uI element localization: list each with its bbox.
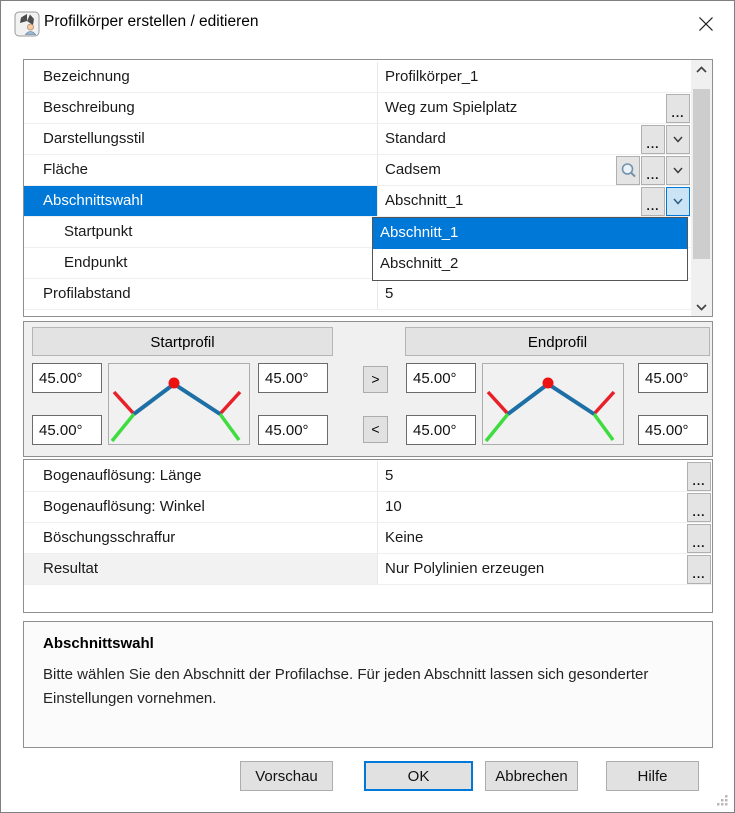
dropdown-item[interactable]: Abschnitt_2 xyxy=(380,255,459,272)
start-angle-bottom-right[interactable] xyxy=(258,415,328,445)
ellipsis-button[interactable]: ... xyxy=(641,155,665,185)
row-value[interactable]: 5 xyxy=(385,467,394,484)
options-grid: Bogenauflösung: Länge 5 ... Bogenauflösu… xyxy=(23,459,713,613)
row-value[interactable]: Standard xyxy=(385,130,446,147)
ellipsis-button[interactable]: ... xyxy=(641,186,665,216)
property-grid: Bezeichnung Profilkörper_1 Beschreibung … xyxy=(23,59,713,317)
scroll-up-icon[interactable] xyxy=(691,60,712,79)
ellipsis-button[interactable]: ... xyxy=(666,93,690,123)
ellipsis-button[interactable]: ... xyxy=(687,492,711,522)
row-label[interactable]: Bezeichnung xyxy=(24,62,378,92)
startprofil-header-button[interactable]: Startprofil xyxy=(32,327,333,356)
start-angle-bottom-left[interactable] xyxy=(32,415,102,445)
vorschau-button[interactable]: Vorschau xyxy=(240,761,333,791)
end-angle-top-right[interactable] xyxy=(638,363,708,393)
row-value[interactable]: Weg zum Spielplatz xyxy=(385,99,518,116)
row-beschreibung: Beschreibung Weg zum Spielplatz ... xyxy=(24,93,691,124)
row-value[interactable]: 10 xyxy=(385,498,402,515)
ok-button[interactable]: OK xyxy=(364,761,473,791)
dropdown-list: Abschnitt_1 Abschnitt_2 xyxy=(372,217,688,281)
end-profile-preview xyxy=(482,363,624,445)
ellipsis-button[interactable]: ... xyxy=(687,523,711,553)
scrollbar-thumb[interactable] xyxy=(693,89,710,259)
row-bogenaufloesung-laenge: Bogenauflösung: Länge 5 ... xyxy=(24,461,712,492)
close-icon[interactable] xyxy=(695,13,717,35)
row-profilabstand: Profilabstand 5 xyxy=(24,279,691,310)
dropdown-item-selected[interactable]: Abschnitt_1 xyxy=(373,218,687,249)
scroll-down-icon[interactable] xyxy=(691,297,712,316)
help-title: Abschnittswahl xyxy=(43,635,154,652)
ellipsis-button[interactable]: ... xyxy=(687,461,711,491)
endprofil-header-button[interactable]: Endprofil xyxy=(405,327,710,356)
start-angle-top-left[interactable] xyxy=(32,363,102,393)
start-profile-preview xyxy=(108,363,250,445)
row-label[interactable]: Profilabstand xyxy=(24,279,378,309)
app-icon xyxy=(14,11,40,37)
ellipsis-button[interactable]: ... xyxy=(687,554,711,584)
row-label[interactable]: Resultat xyxy=(24,554,378,584)
copy-left-button[interactable]: < xyxy=(363,416,388,443)
row-label[interactable]: Abschnittswahl xyxy=(24,186,378,216)
help-panel: Abschnittswahl Bitte wählen Sie den Absc… xyxy=(23,621,713,748)
resize-grip[interactable] xyxy=(716,794,729,807)
row-value[interactable]: Abschnitt_1 xyxy=(385,192,464,209)
row-label[interactable]: Fläche xyxy=(24,155,378,185)
chevron-down-icon[interactable] xyxy=(666,155,690,185)
row-label[interactable]: Darstellungsstil xyxy=(24,124,378,154)
vertical-scrollbar[interactable] xyxy=(691,60,712,316)
row-flaeche: Fläche Cadsem ... xyxy=(24,155,691,186)
row-value[interactable]: Cadsem xyxy=(385,161,441,178)
chevron-down-icon[interactable] xyxy=(666,124,690,154)
hilfe-button[interactable]: Hilfe xyxy=(606,761,699,791)
row-value[interactable]: 5 xyxy=(385,285,394,302)
search-icon[interactable] xyxy=(616,155,640,185)
row-bogenaufloesung-winkel: Bogenauflösung: Winkel 10 ... xyxy=(24,492,712,523)
row-label[interactable]: Bogenauflösung: Länge xyxy=(24,461,378,491)
profiles-panel: Startprofil Endprofil > < xyxy=(23,321,713,457)
row-resultat: Resultat Nur Polylinien erzeugen ... xyxy=(24,554,712,585)
end-angle-top-left[interactable] xyxy=(406,363,476,393)
row-label[interactable]: Bogenauflösung: Winkel xyxy=(24,492,378,522)
help-text: Bitte wählen Sie den Abschnitt der Profi… xyxy=(43,666,649,707)
row-value[interactable]: Nur Polylinien erzeugen xyxy=(385,560,545,577)
row-boeschungsschraffur: Böschungsschraffur Keine ... xyxy=(24,523,712,554)
row-value[interactable]: Profilkörper_1 xyxy=(385,68,479,85)
dialog-title: Profilkörper erstellen / editieren xyxy=(44,13,259,30)
chevron-down-icon[interactable] xyxy=(666,186,690,216)
start-angle-top-right[interactable] xyxy=(258,363,328,393)
abbrechen-button[interactable]: Abbrechen xyxy=(485,761,578,791)
row-bezeichnung: Bezeichnung Profilkörper_1 xyxy=(24,62,691,93)
row-value[interactable]: Keine xyxy=(385,529,424,546)
row-abschnittswahl-selected: Abschnittswahl Abschnitt_1 ... xyxy=(24,186,691,217)
title-bar: Profilkörper erstellen / editieren xyxy=(1,1,734,47)
ellipsis-button[interactable]: ... xyxy=(641,124,665,154)
row-label[interactable]: Böschungsschraffur xyxy=(24,523,378,553)
row-label[interactable]: Endpunkt xyxy=(24,248,378,278)
end-angle-bottom-right[interactable] xyxy=(638,415,708,445)
end-angle-bottom-left[interactable] xyxy=(406,415,476,445)
copy-right-button[interactable]: > xyxy=(363,366,388,393)
row-label[interactable]: Startpunkt xyxy=(24,217,378,247)
row-darstellungsstil: Darstellungsstil Standard ... xyxy=(24,124,691,155)
row-label[interactable]: Beschreibung xyxy=(24,93,378,123)
